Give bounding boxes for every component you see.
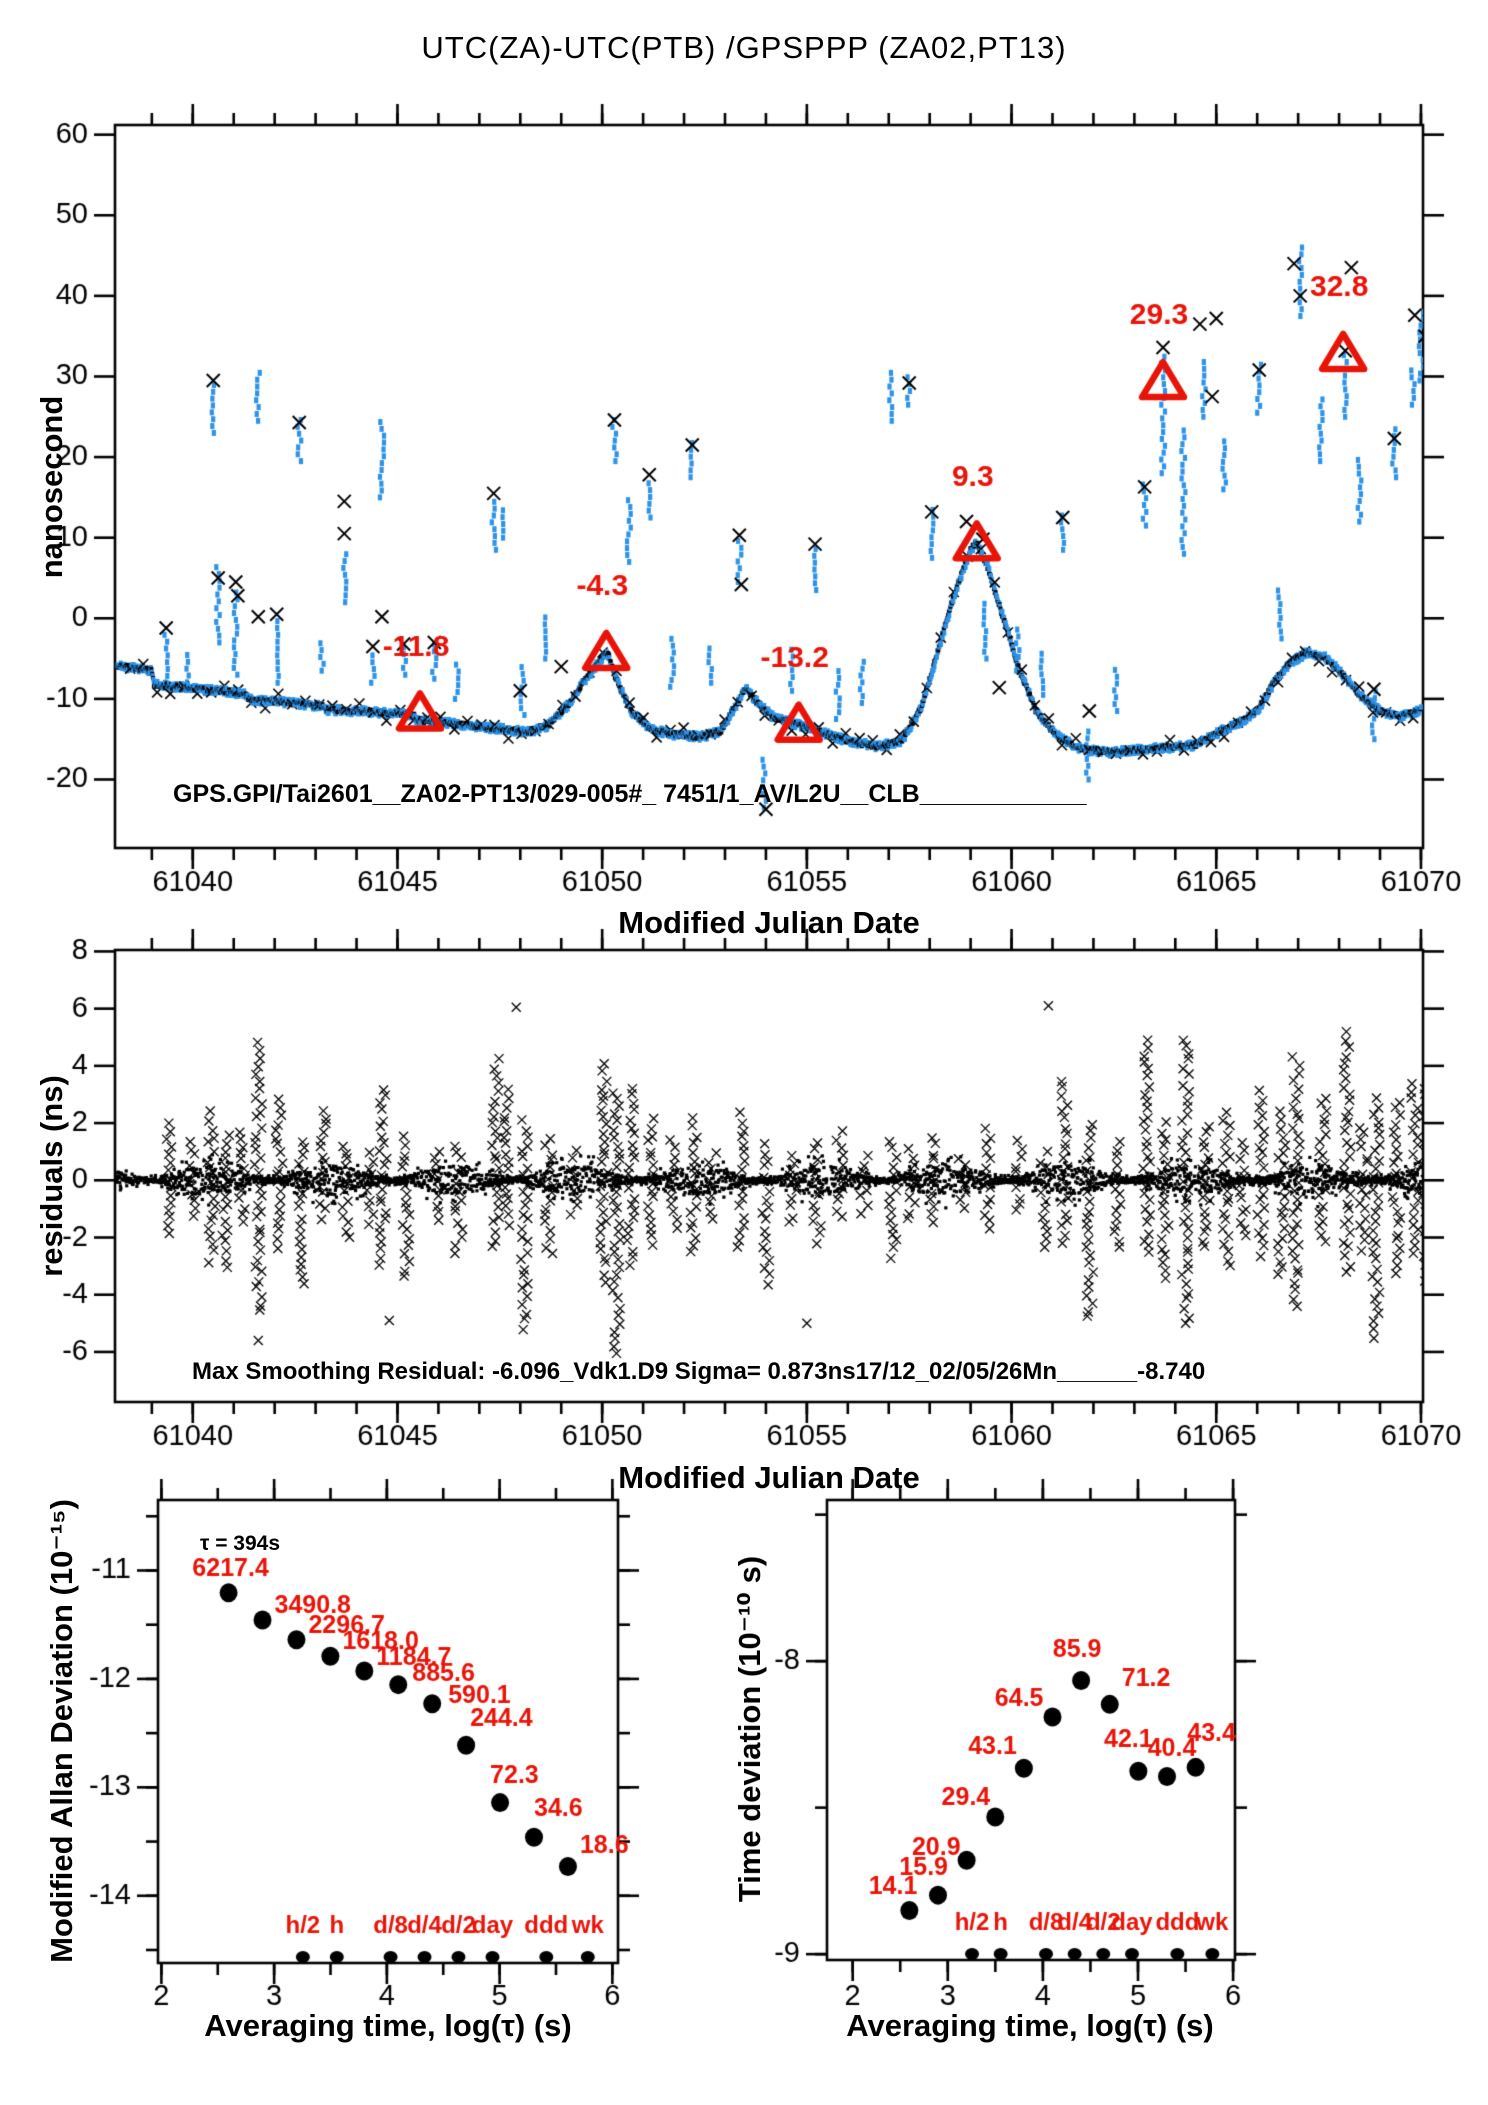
top-chart-x-axis-title: Modified Julian Date — [618, 905, 920, 940]
residuals-inner-label: Max Smoothing Residual: -6.096_Vdk1.D9 S… — [192, 1358, 1206, 1385]
figure-title: UTC(ZA)-UTC(PTB) /GPSPPP (ZA02,PT13) — [421, 30, 1067, 65]
tdev-x-axis-title: Averaging time, log(τ) (s) — [846, 2008, 1214, 2043]
mdev-tau-annotation: τ = 394s — [200, 1532, 281, 1555]
mdev-x-axis-title: Averaging time, log(τ) (s) — [204, 2008, 572, 2043]
residuals-x-axis-title: Modified Julian Date — [618, 1460, 920, 1495]
top-chart-inner-label: GPS.GPI/Tai2601__ZA02-PT13/029-005#_ 745… — [173, 780, 1087, 808]
mdev-y-axis-title: Modified Allan Deviation (10⁻¹⁵) — [44, 1499, 79, 1963]
top-chart-y-axis-title: nanosecond — [34, 395, 69, 579]
tdev-y-axis-title: Time deviation (10⁻¹⁰ s) — [732, 1555, 767, 1903]
residuals-y-axis-title: residuals (ns) — [34, 1075, 69, 1277]
